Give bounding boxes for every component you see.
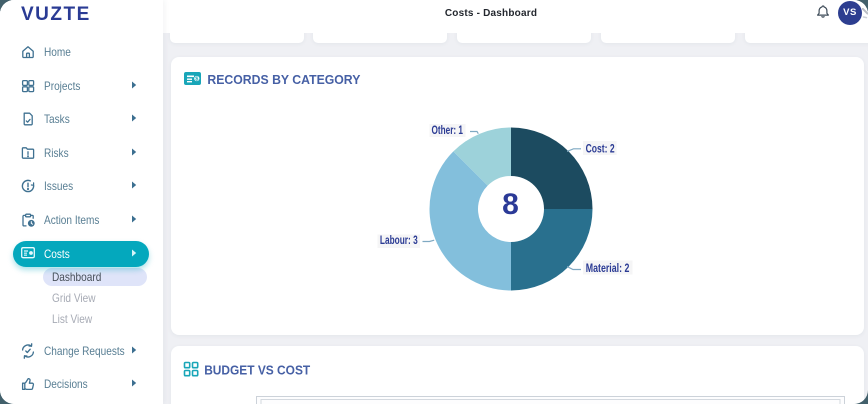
svg-text:8: 8 (502, 188, 519, 221)
svg-text:$: $ (195, 77, 198, 83)
svg-text:Material: 2: Material: 2 (586, 261, 630, 275)
svg-text:Cost: 2: Cost: 2 (586, 142, 615, 156)
svg-text:Other: 1: Other: 1 (432, 123, 464, 137)
svg-text:BUDGET VS COST: BUDGET VS COST (204, 363, 310, 377)
svg-text:Labour: 3: Labour: 3 (380, 233, 418, 247)
svg-text:RECORDS BY CATEGORY: RECORDS BY CATEGORY (207, 73, 361, 87)
